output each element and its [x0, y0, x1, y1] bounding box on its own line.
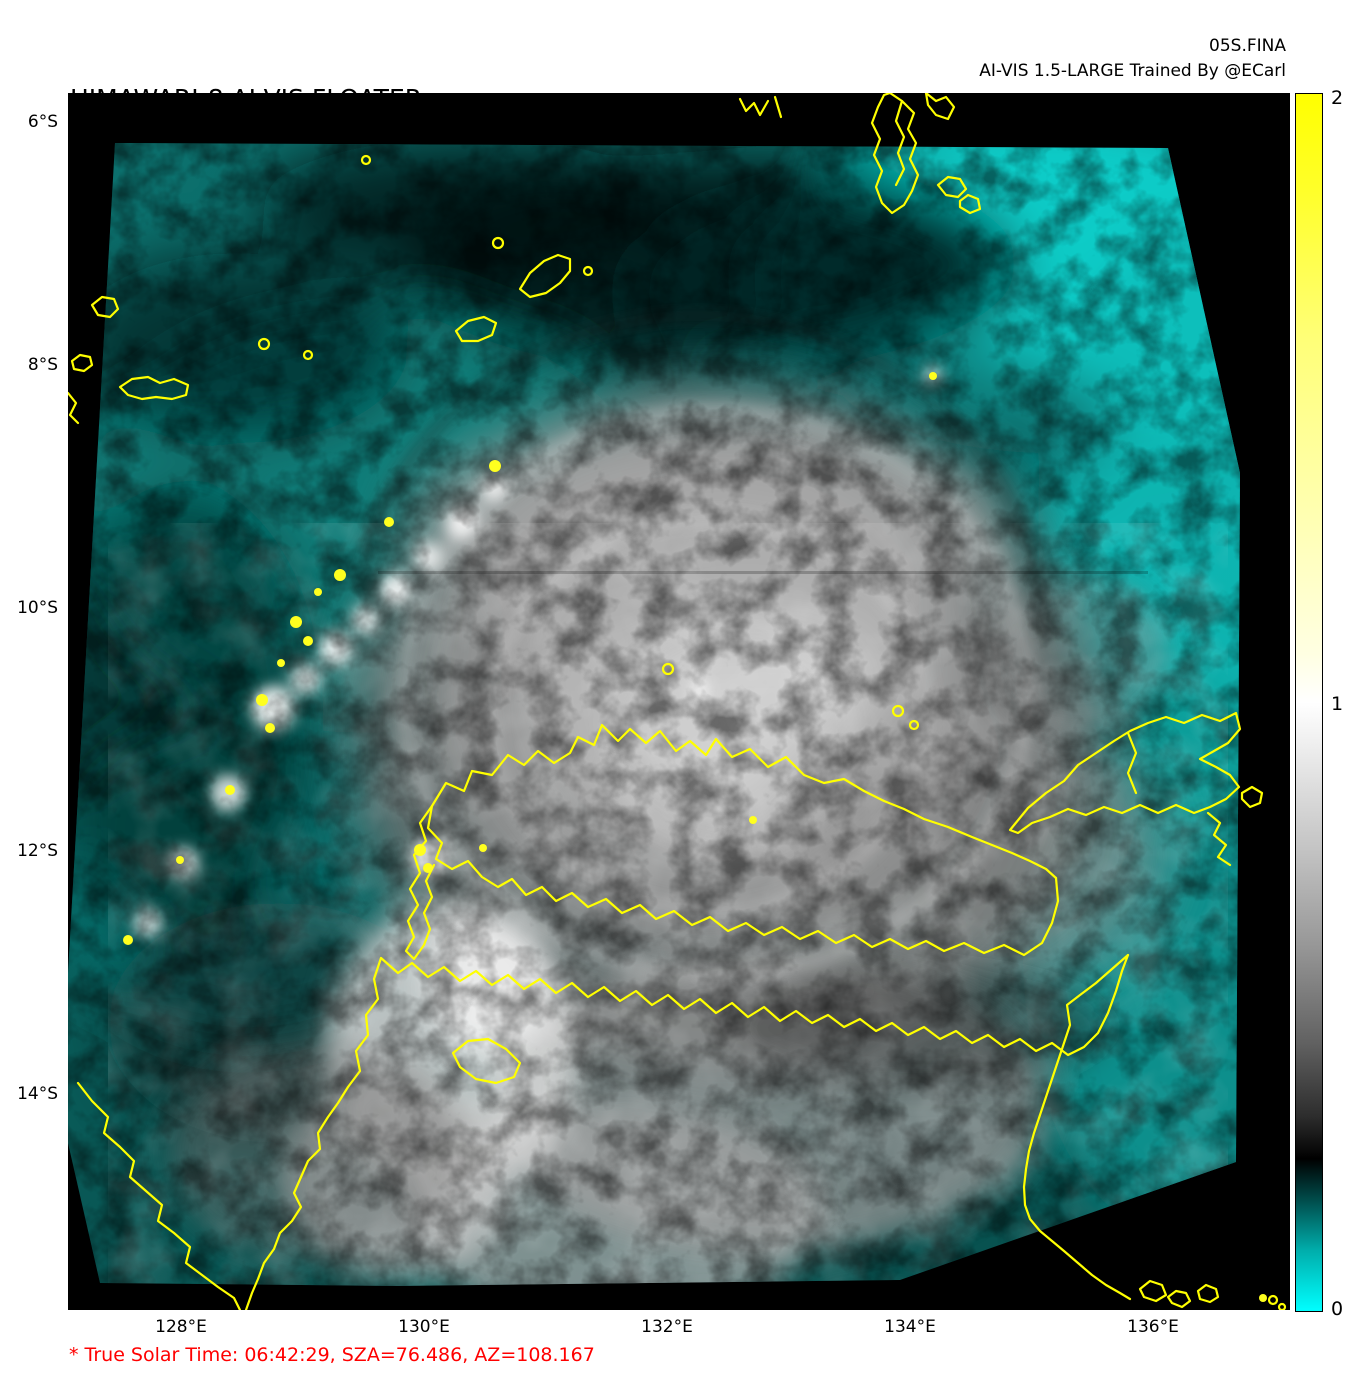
lon-tick: 134°E	[884, 1317, 936, 1337]
lon-tick: 130°E	[398, 1317, 450, 1337]
lat-tick: 10°S	[17, 598, 58, 618]
hot-pixels	[123, 372, 1267, 1302]
credit-block: 05S.FINA AI-VIS 1.5-LARGE Trained By @EC…	[979, 34, 1286, 84]
lat-tick: 14°S	[17, 1084, 58, 1104]
coastlines	[68, 93, 1287, 1310]
model-credit-label: AI-VIS 1.5-LARGE Trained By @ECarl	[979, 61, 1286, 81]
colorbar-tick: 0	[1331, 1298, 1344, 1320]
satellite-image-panel: Copyright © 2020-2025 Dapiya	[68, 93, 1290, 1387]
lon-tick: 128°E	[155, 1317, 207, 1337]
data-swath	[68, 143, 1240, 1286]
lat-tick: 12°S	[17, 841, 58, 861]
solar-time-note: * True Solar Time: 06:42:29, SZA=76.486,…	[69, 1344, 595, 1366]
colorbar-tick: 1	[1331, 693, 1344, 715]
satellite-image	[68, 93, 1290, 1310]
lat-tick: 6°S	[27, 112, 58, 132]
cloud-texture	[108, 523, 1228, 1286]
colorbar-tick: 2	[1331, 87, 1344, 109]
lon-tick: 132°E	[641, 1317, 693, 1337]
colorbar	[1295, 93, 1323, 1312]
lon-tick: 136°E	[1127, 1317, 1179, 1337]
lat-tick: 8°S	[27, 355, 58, 375]
storm-id-label: 05S.FINA	[1209, 36, 1286, 56]
copyright-label: Copyright © 2020-2025 Dapiya	[144, 1374, 507, 1387]
